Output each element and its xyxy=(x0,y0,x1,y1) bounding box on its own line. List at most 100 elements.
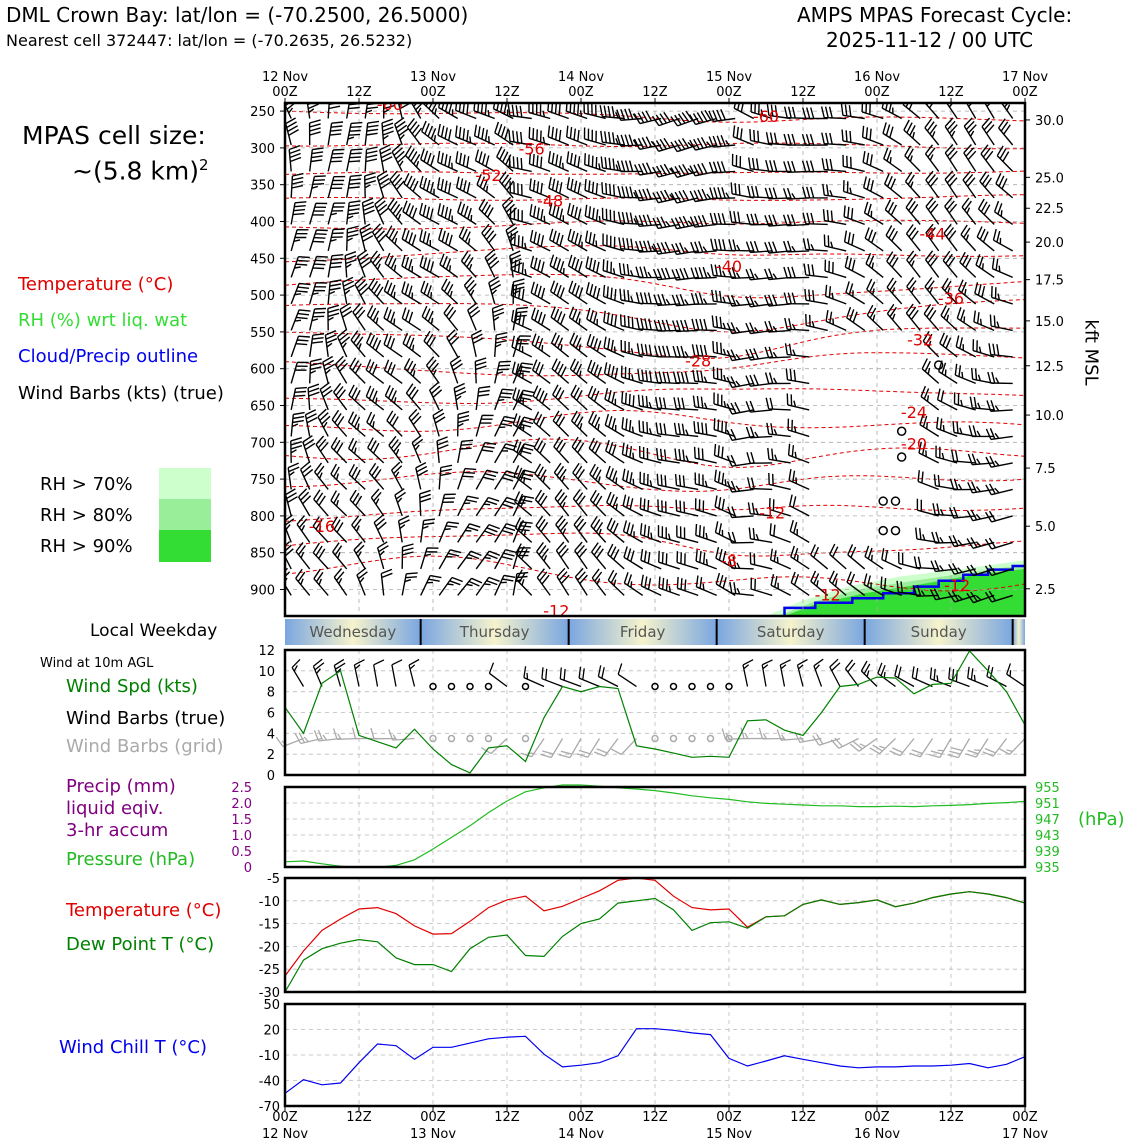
isotherm-label: -56 xyxy=(519,139,545,158)
wind-barb xyxy=(494,388,514,411)
wind-barb xyxy=(290,309,311,331)
wind-barb xyxy=(350,330,366,358)
wind-barb xyxy=(327,103,341,119)
wind-barb xyxy=(457,410,470,437)
wind-barb xyxy=(591,568,607,596)
wind-barb xyxy=(676,551,699,570)
wind-barb xyxy=(638,420,662,438)
wind-barb xyxy=(689,162,717,177)
precip-tick-label: 1.0 xyxy=(231,829,252,844)
wind-barb-grid xyxy=(999,738,1026,755)
wind-barb-true xyxy=(779,659,791,687)
wind-barb-grid xyxy=(947,738,971,759)
wind-barb xyxy=(346,121,363,146)
cell-size-line2: ~(5.8 km)2 xyxy=(72,156,209,185)
wind-barb xyxy=(917,470,939,491)
calm-circle-true xyxy=(521,682,530,691)
wind-barb-grid xyxy=(776,729,804,741)
wind-tick-label: 10 xyxy=(258,665,275,680)
wind-barb xyxy=(729,210,754,226)
wind-barb xyxy=(288,144,302,172)
wind-barb xyxy=(975,254,995,278)
wind-barb xyxy=(346,225,359,251)
wind-barb xyxy=(553,436,570,464)
legend-rh: RH (%) wrt liq. wat xyxy=(18,310,188,331)
wind-barb xyxy=(376,170,391,199)
wind-barb xyxy=(513,439,533,464)
wind-barb xyxy=(670,189,699,204)
wind-barb xyxy=(976,226,995,252)
wind-barb xyxy=(327,254,344,278)
wind-barb xyxy=(944,197,958,225)
wind-barb xyxy=(438,576,463,596)
wind-barb-true xyxy=(829,658,841,687)
temp-label: Temperature (°C) xyxy=(66,900,222,921)
wind-barb xyxy=(455,125,477,146)
wind-barb xyxy=(984,564,1013,577)
wind-barb xyxy=(623,572,644,596)
wind-barb xyxy=(389,170,405,199)
wind-barb xyxy=(455,176,477,199)
wind-barb xyxy=(290,335,310,358)
wind-barb xyxy=(989,314,1013,332)
wind-barb xyxy=(371,223,388,252)
wind-barb xyxy=(784,343,810,358)
wind-barb xyxy=(547,103,569,120)
wind-barb xyxy=(941,277,958,305)
wind-barb xyxy=(783,160,810,173)
weekday-cell xyxy=(420,619,569,645)
wind-barb xyxy=(529,178,551,199)
wind-barb xyxy=(605,465,625,490)
wind-barb-true xyxy=(617,663,637,688)
wind-barb xyxy=(366,305,385,331)
bottom-hour-label: 00Z xyxy=(568,1110,594,1125)
wind-barb xyxy=(843,230,865,252)
station-title: DML Crown Bay: lat/lon = (-70.2500, 26.5… xyxy=(6,3,469,27)
wind-barb xyxy=(420,518,435,543)
wind-barb xyxy=(967,453,995,466)
isotherm-line xyxy=(285,170,1025,175)
kft-tick-label: 10.0 xyxy=(1035,409,1064,424)
wind-barb xyxy=(302,435,316,464)
wind-barb xyxy=(475,576,500,596)
wind-barb xyxy=(864,227,884,252)
wind-barb xyxy=(419,202,440,226)
wind-barb xyxy=(966,591,995,604)
wind-barb xyxy=(401,572,418,596)
wind-barb xyxy=(906,250,921,278)
kft-tick-label: 5.0 xyxy=(1035,520,1056,535)
wind-barb xyxy=(604,413,625,438)
calm-circle-grid xyxy=(688,734,696,743)
wind-barb xyxy=(476,173,496,199)
wind-barb xyxy=(654,371,680,385)
wind-barb xyxy=(634,214,662,227)
isotherm-line xyxy=(285,388,1025,405)
wind-barb xyxy=(690,266,717,280)
wind-barb xyxy=(405,383,422,411)
wind-barb xyxy=(802,107,828,120)
wind-barb xyxy=(652,241,680,255)
wind-barb xyxy=(327,279,342,304)
wind-barb xyxy=(455,103,477,120)
wind-barb xyxy=(745,322,773,335)
wind-barb xyxy=(940,305,958,331)
wind-barb xyxy=(529,229,551,252)
wind-barb xyxy=(511,309,532,332)
wchill-label: Wind Chill T (°C) xyxy=(59,1037,207,1058)
wind-barb xyxy=(766,104,791,120)
wind-barb xyxy=(364,172,376,198)
wind-barb xyxy=(366,411,385,437)
wind-barb xyxy=(986,400,1013,412)
wind-barb xyxy=(347,437,366,464)
wind-barb xyxy=(530,255,551,279)
wind-barb xyxy=(436,436,449,463)
wind-barb xyxy=(846,571,866,596)
legend-rh90-swatch xyxy=(159,530,211,562)
wind-barb xyxy=(729,581,754,597)
wind-barb xyxy=(905,224,921,252)
wind-barb xyxy=(290,172,304,198)
wind-barb xyxy=(880,576,902,597)
wind-barb xyxy=(898,551,921,570)
wind-barb xyxy=(842,154,865,173)
wind-barb xyxy=(824,284,847,305)
